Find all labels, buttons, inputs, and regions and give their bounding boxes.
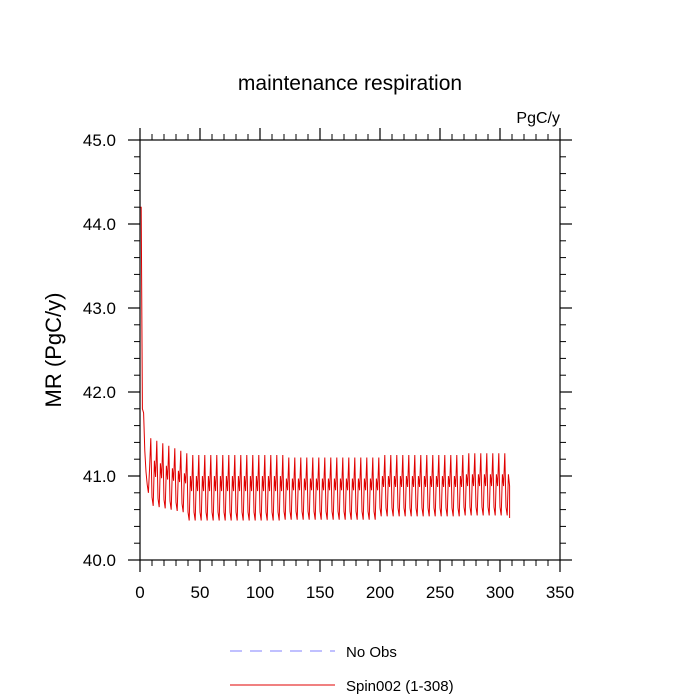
y-axis-tick-labels: 40.0 41.0 42.0 43.0 44.0 45.0 xyxy=(83,131,116,570)
y-tick-label: 45.0 xyxy=(83,131,116,150)
y-tick-label: 42.0 xyxy=(83,383,116,402)
legend-label-no-obs: No Obs xyxy=(346,644,397,661)
x-tick-label: 350 xyxy=(546,583,574,602)
x-tick-label: 200 xyxy=(366,583,394,602)
y-tick-label: 41.0 xyxy=(83,467,116,486)
y-axis-label: MR (PgC/y) xyxy=(41,293,66,408)
chart-title: maintenance respiration xyxy=(238,72,462,95)
x-axis-tick-labels: 0 50 100 150 200 250 300 350 xyxy=(135,583,574,602)
legend-label-spin002: Spin002 (1-308) xyxy=(346,678,454,695)
y-tick-label: 40.0 xyxy=(83,551,116,570)
x-axis-ticks xyxy=(139,128,561,572)
series-line-spin002 xyxy=(140,206,511,521)
plot-frame xyxy=(139,139,561,561)
y-tick-label: 44.0 xyxy=(83,215,116,234)
x-tick-label: 50 xyxy=(191,583,210,602)
x-tick-label: 300 xyxy=(486,583,514,602)
y-axis-ticks xyxy=(128,139,572,561)
units-label: PgC/y xyxy=(516,110,560,127)
x-tick-label: 250 xyxy=(426,583,454,602)
legend: No Obs Spin002 (1-308) xyxy=(230,644,454,695)
x-tick-label: 0 xyxy=(135,583,144,602)
x-tick-label: 150 xyxy=(306,583,334,602)
y-tick-label: 43.0 xyxy=(83,299,116,318)
x-tick-label: 100 xyxy=(246,583,274,602)
